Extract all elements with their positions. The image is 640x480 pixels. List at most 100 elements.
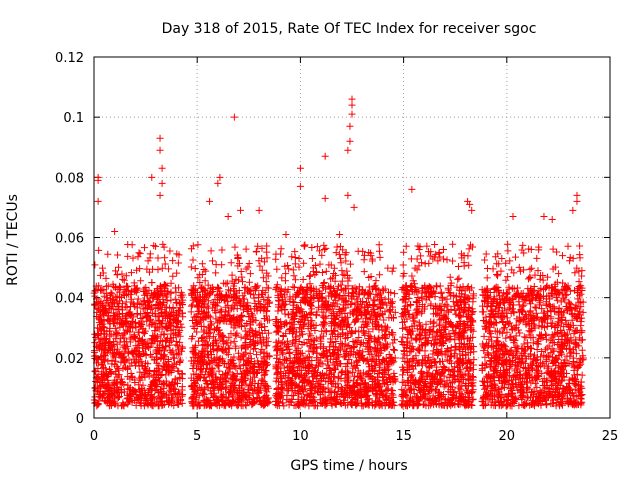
data-point [103, 373, 111, 381]
data-point [159, 317, 167, 325]
data-point [121, 338, 129, 346]
data-point [189, 242, 197, 250]
data-point [124, 373, 132, 381]
data-point [165, 341, 173, 349]
data-point [161, 290, 169, 298]
data-point [114, 329, 122, 337]
data-point [200, 266, 208, 274]
data-point [494, 337, 502, 345]
data-point [300, 259, 308, 267]
x-tick-label: 10 [292, 429, 309, 444]
data-point [343, 267, 351, 275]
data-point [164, 288, 172, 296]
y-tick-label: 0.04 [55, 292, 84, 307]
data-point [156, 299, 164, 307]
data-point [260, 295, 268, 303]
data-point [188, 301, 196, 309]
data-point [218, 308, 226, 316]
data-point [117, 334, 125, 342]
data-point [139, 325, 147, 333]
data-point [420, 400, 428, 408]
data-point [224, 351, 232, 359]
data-point [162, 336, 170, 344]
data-point [260, 378, 268, 386]
data-point [318, 269, 326, 277]
data-point [99, 356, 107, 364]
data-point [196, 279, 204, 287]
data-point [134, 395, 142, 403]
data-point [207, 369, 215, 377]
data-point [346, 260, 354, 268]
data-point [106, 385, 114, 393]
data-point [253, 283, 261, 291]
data-point [194, 274, 202, 282]
data-point [130, 301, 138, 309]
data-point [256, 262, 264, 270]
data-point [191, 350, 199, 358]
data-point [118, 303, 126, 311]
data-point [212, 315, 220, 323]
data-point [169, 304, 177, 312]
data-point [155, 292, 163, 300]
data-point [158, 264, 166, 272]
data-point [96, 382, 104, 390]
data-point [110, 346, 118, 354]
data-point [315, 303, 323, 311]
data-point [106, 304, 114, 312]
data-point [216, 329, 224, 337]
data-point [97, 383, 105, 391]
data-point [246, 350, 254, 358]
data-point [167, 321, 175, 329]
data-point [155, 361, 163, 369]
data-point [360, 256, 368, 264]
data-point [133, 299, 141, 307]
data-point [163, 393, 171, 401]
data-point [290, 272, 298, 280]
data-point [153, 353, 161, 361]
data-point [237, 267, 245, 275]
data-point [178, 370, 186, 378]
data-point [176, 338, 184, 346]
data-point [258, 266, 266, 274]
data-point [107, 401, 115, 409]
y-tick-label: 0 [76, 412, 84, 427]
data-point [365, 290, 373, 298]
data-point [108, 391, 116, 399]
data-point [113, 271, 121, 279]
data-point [277, 245, 285, 253]
data-point [173, 394, 181, 402]
data-point [360, 328, 368, 336]
data-point [330, 264, 338, 272]
data-point [376, 271, 384, 279]
data-point [204, 281, 212, 289]
data-point [126, 302, 134, 310]
data-point [391, 290, 399, 298]
data-point [175, 388, 183, 396]
data-point [189, 256, 197, 264]
y-ticks: 00.020.040.060.080.10.12 [55, 51, 610, 427]
data-point [234, 349, 242, 357]
data-point [175, 389, 183, 397]
data-point [417, 335, 425, 343]
data-point [399, 261, 407, 269]
data-point [95, 282, 103, 290]
data-point [128, 347, 136, 355]
data-point [174, 316, 182, 324]
data-point [512, 253, 520, 261]
data-point [204, 380, 212, 388]
data-point [174, 367, 182, 375]
data-point [211, 337, 219, 345]
data-point [234, 276, 242, 284]
data-point [375, 247, 383, 255]
data-point [98, 343, 106, 351]
data-point [91, 261, 99, 269]
data-point [199, 333, 207, 341]
data-point [207, 247, 215, 255]
data-point [225, 345, 233, 353]
data-point [115, 371, 123, 379]
data-point [222, 303, 230, 311]
data-point [178, 309, 186, 317]
data-point [291, 248, 299, 256]
data-point [263, 388, 271, 396]
data-point [174, 306, 182, 314]
